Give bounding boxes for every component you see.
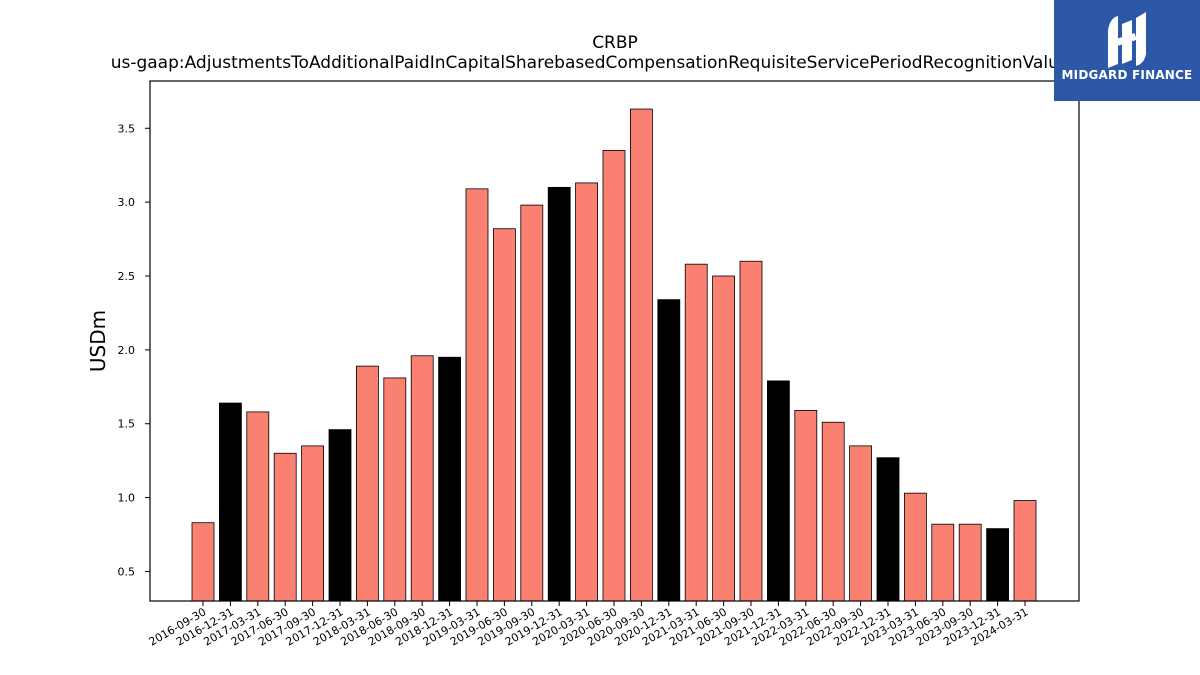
bar-2021-03-31 — [684, 263, 708, 602]
bar-2018-12-31 — [438, 356, 462, 602]
bar-2022-03-31 — [794, 410, 818, 602]
bar-2021-09-30 — [739, 260, 763, 602]
bar-2023-12-31 — [986, 528, 1009, 602]
bar-2019-12-31 — [547, 186, 571, 602]
y-axis-label: USDm — [86, 310, 110, 372]
bar-2023-09-30 — [958, 523, 982, 602]
bar-2016-12-31 — [218, 402, 242, 602]
bar-2017-03-31 — [246, 411, 270, 602]
plot-frame — [149, 80, 1080, 602]
bar-2023-03-31 — [904, 492, 927, 602]
bar-2018-03-31 — [355, 365, 379, 602]
y-tick-label: 3.5 — [118, 122, 136, 135]
bar-2023-06-30 — [931, 523, 955, 602]
bar-2020-12-31 — [657, 299, 681, 602]
y-tick-label: 0.5 — [118, 565, 136, 578]
y-tick-label: 1.0 — [118, 492, 136, 505]
bars-group — [191, 108, 1037, 602]
bar-2017-09-30 — [301, 445, 325, 602]
y-tick-label: 2.0 — [118, 344, 136, 357]
bar-2021-06-30 — [712, 275, 735, 602]
y-tick-label: 1.5 — [118, 418, 136, 431]
chart-title: CRBP — [592, 33, 638, 53]
bar-2022-09-30 — [849, 445, 872, 602]
bar-2020-03-31 — [575, 182, 598, 602]
bar-2019-03-31 — [465, 188, 489, 602]
bar-2018-06-30 — [383, 377, 407, 602]
logo-text: MIDGARD FINANCE — [1061, 68, 1193, 82]
bar-2021-12-31 — [767, 380, 790, 602]
chart-subtitle: us-gaap:AdjustmentsToAdditionalPaidInCap… — [111, 53, 1070, 73]
bar-2020-09-30 — [630, 108, 653, 602]
bar-2017-06-30 — [273, 452, 297, 602]
bar-2020-06-30 — [602, 150, 626, 602]
bar-2019-06-30 — [492, 228, 516, 602]
bar-2024-03-31 — [1013, 500, 1037, 602]
bar-2022-12-31 — [876, 457, 900, 602]
midgard-finance-logo: MIDGARD FINANCE — [1054, 0, 1200, 101]
bar-2017-12-31 — [328, 429, 352, 602]
midgard-logo-icon — [1108, 12, 1146, 68]
x-ticks-group: 2016-09-302016-12-312017-03-312017-06-30… — [147, 601, 1031, 649]
y-tick-label: 2.5 — [118, 270, 136, 283]
bar-2019-09-30 — [520, 204, 544, 602]
bar-2022-06-30 — [821, 421, 845, 602]
y-tick-label: 3.0 — [118, 196, 136, 209]
bar-2018-09-30 — [410, 355, 434, 602]
bar-2016-09-30 — [191, 522, 215, 602]
y-ticks-group: 0.5 1.0 1.5 2.0 2.5 3.0 3.5 — [118, 122, 150, 578]
